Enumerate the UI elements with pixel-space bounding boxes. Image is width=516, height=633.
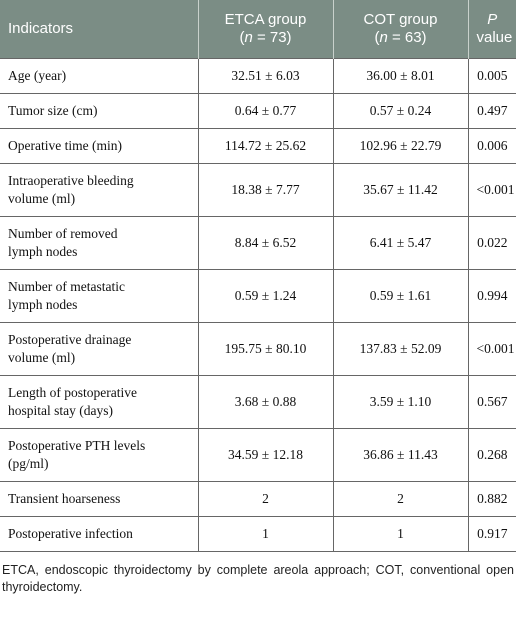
row-label: Postoperative PTH levels (pg/ml) — [0, 428, 199, 482]
table-row: Tumor size (cm) 0.64 ± 0.77 0.57 ± 0.24 0.4… — [0, 93, 516, 129]
table-row: Postoperative drainage volume (ml) 195.75 … — [0, 322, 516, 376]
header-cell: COT group (n = 63) — [332, 0, 468, 59]
label-line: (pg/ml) — [8, 456, 49, 471]
header-text: n — [379, 29, 388, 46]
label-line: Length of postoperative — [8, 385, 137, 400]
value-cell: 3.59 ± 1.10 — [332, 375, 469, 429]
table-row: Postoperative PTH levels (pg/ml) 34.59 ± 1… — [0, 428, 516, 482]
header-text: ETCA group — [224, 11, 307, 28]
header-text: ( — [239, 29, 245, 46]
value-cell: 3.68 ± 0.88 — [197, 375, 334, 429]
value-cell: 6.41 ± 5.47 — [332, 216, 469, 270]
table-row: Operative time (min) 114.72 ± 25.62 102.96… — [0, 128, 516, 164]
table-row: Postoperative infection 1 1 0.917 — [0, 516, 516, 552]
row-label: Number of metastatic lymph nodes — [0, 269, 199, 323]
value-cell: 114.72 ± 25.62 — [197, 128, 334, 164]
value-cell: 0.497 — [467, 93, 516, 129]
value-cell: 32.51 ± 6.03 — [197, 58, 334, 94]
table-row: Number of metastatic lymph nodes 0.59 ± 1.… — [0, 269, 516, 323]
label-line: Age (year) — [8, 68, 67, 83]
table-body: Age (year) 32.51 ± 6.03 36.00 ± 8.01 0.005 T… — [0, 58, 516, 552]
value-cell: 137.83 ± 52.09 — [332, 322, 469, 376]
header-text: value — [476, 29, 513, 46]
value-cell: <0.001 — [467, 163, 516, 217]
value-cell: 0.022 — [467, 216, 516, 270]
value-cell: 102.96 ± 22.79 — [332, 128, 469, 164]
row-label: Postoperative drainage volume (ml) — [0, 322, 199, 376]
header-row: Indicators ETCA group (n = 73) COT group (n … — [0, 0, 516, 59]
value-cell: 0.567 — [467, 375, 516, 429]
header-text: = 63) — [387, 29, 427, 46]
value-cell: 0.268 — [467, 428, 516, 482]
row-label: Age (year) — [0, 58, 199, 94]
value-cell: 36.86 ± 11.43 — [332, 428, 469, 482]
value-cell: 0.006 — [467, 128, 516, 164]
value-cell: 8.84 ± 6.52 — [197, 216, 334, 270]
row-label: Operative time (min) — [0, 128, 199, 164]
header-cell: ETCA group (n = 73) — [197, 0, 333, 59]
value-cell: 36.00 ± 8.01 — [332, 58, 469, 94]
value-cell: 2 — [332, 481, 469, 517]
value-cell: 35.67 ± 11.42 — [332, 163, 469, 217]
value-cell: 0.64 ± 0.77 — [197, 93, 334, 129]
table-row: Length of postoperative hospital stay (da… — [0, 375, 516, 429]
label-line: Postoperative drainage — [8, 332, 132, 347]
value-cell: 0.917 — [467, 516, 516, 552]
row-label: Length of postoperative hospital stay (da… — [0, 375, 199, 429]
label-line: lymph nodes — [8, 297, 78, 312]
value-cell: 0.882 — [467, 481, 516, 517]
value-cell: 1 — [332, 516, 469, 552]
table-row: Age (year) 32.51 ± 6.03 36.00 ± 8.01 0.005 — [0, 58, 516, 94]
label-line: volume (ml) — [8, 191, 76, 206]
header-text: Indicators — [8, 20, 74, 37]
label-line: hospital stay (days) — [8, 403, 113, 418]
header-text: = 73) — [252, 29, 292, 46]
label-line: volume (ml) — [8, 350, 76, 365]
row-label: Postoperative infection — [0, 516, 199, 552]
table-row: Number of removed lymph nodes 8.84 ± 6.52 6… — [0, 216, 516, 270]
value-cell: 34.59 ± 12.18 — [197, 428, 334, 482]
label-line: lymph nodes — [8, 244, 78, 259]
value-cell: 0.59 ± 1.61 — [332, 269, 469, 323]
table-row: Transient hoarseness 2 2 0.882 — [0, 481, 516, 517]
label-line: Intraoperative bleeding — [8, 173, 134, 188]
row-label: Intraoperative bleeding volume (ml) — [0, 163, 199, 217]
table-row: Intraoperative bleeding volume (ml) 18.38 … — [0, 163, 516, 217]
row-label: Number of removed lymph nodes — [0, 216, 199, 270]
label-line: Postoperative PTH levels — [8, 438, 146, 453]
header-cell: Indicators — [0, 0, 198, 59]
value-cell: 1 — [197, 516, 334, 552]
label-line: Transient hoarseness — [8, 491, 121, 506]
value-cell: <0.001 — [467, 322, 516, 376]
value-cell: 18.38 ± 7.77 — [197, 163, 334, 217]
header-text: n — [244, 29, 253, 46]
value-cell: 0.005 — [467, 58, 516, 94]
footnote: ETCA, endoscopic thyroidectomy by comple… — [2, 563, 514, 594]
value-cell: 195.75 ± 80.10 — [197, 322, 334, 376]
value-cell: 0.57 ± 0.24 — [332, 93, 469, 129]
data-table: Indicators ETCA group (n = 73) COT group (n … — [0, 0, 516, 552]
header-text: P — [487, 11, 498, 28]
label-line: Operative time (min) — [8, 138, 122, 153]
value-cell: 2 — [197, 481, 334, 517]
header-text: ( — [374, 29, 380, 46]
value-cell: 0.994 — [467, 269, 516, 323]
label-line: Number of metastatic — [8, 279, 125, 294]
label-line: Postoperative infection — [8, 526, 133, 541]
value-cell: 0.59 ± 1.24 — [197, 269, 334, 323]
row-label: Transient hoarseness — [0, 481, 199, 517]
header-text: COT group — [363, 11, 438, 28]
row-label: Tumor size (cm) — [0, 93, 199, 129]
label-line: Number of removed — [8, 226, 118, 241]
label-line: Tumor size (cm) — [8, 103, 98, 118]
